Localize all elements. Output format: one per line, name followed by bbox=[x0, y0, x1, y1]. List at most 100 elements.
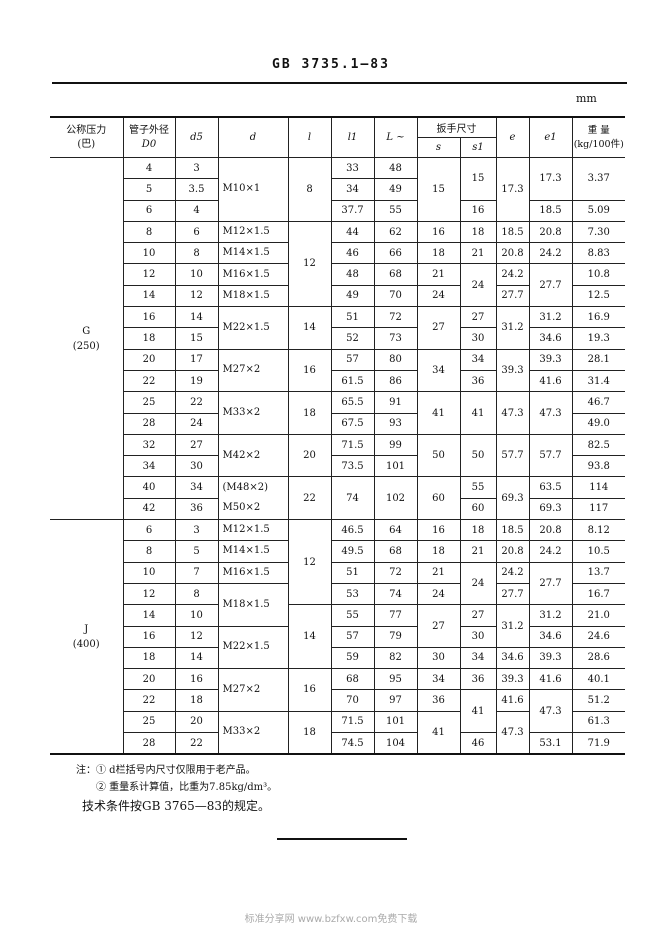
header-s1-label: s1 bbox=[472, 142, 484, 153]
cell-d: M18×1.5 bbox=[217, 582, 289, 627]
cell-d5: 8 bbox=[174, 242, 219, 265]
cell-s: 18 bbox=[416, 242, 461, 265]
cell-weight: 13.7 bbox=[571, 561, 625, 584]
header-e: e bbox=[495, 116, 530, 158]
cell-L: 101 bbox=[373, 455, 418, 478]
cell-e: 24.2 bbox=[495, 561, 530, 584]
cell-weight: 93.8 bbox=[571, 455, 625, 478]
pressure-class-cell: G (250) bbox=[50, 156, 124, 520]
cell-d5: 34 bbox=[174, 476, 219, 499]
cell-d5: 14 bbox=[174, 306, 219, 329]
cell-s: 36 bbox=[416, 689, 461, 712]
header-e1: e1 bbox=[528, 116, 573, 158]
cell-D0: 14 bbox=[123, 604, 176, 627]
cell-L: 77 bbox=[373, 604, 418, 627]
header-e1-label: e1 bbox=[544, 132, 557, 143]
cell-d5: 17 bbox=[174, 348, 219, 371]
header-weight: 重 量 (kg/100件) bbox=[571, 116, 625, 158]
cell-s: 34 bbox=[416, 668, 461, 691]
note-2: ② 重量系计算值，比重为7.85kg/dm³。 bbox=[96, 782, 278, 793]
cell-e: 34.6 bbox=[495, 646, 530, 670]
header-d-label: d bbox=[249, 132, 257, 143]
header-e-label: e bbox=[509, 132, 516, 143]
cell-L: 82 bbox=[373, 646, 418, 670]
cell-L: 55 bbox=[373, 199, 418, 222]
cell-weight: 24.6 bbox=[571, 625, 625, 648]
cell-e1: 39.3 bbox=[528, 348, 573, 371]
table-row: 16 12 M22×1.5 57 79 30 34.6 24.6 bbox=[50, 625, 625, 670]
cell-e: 69.3 bbox=[495, 476, 530, 521]
cell-s1: 24 bbox=[459, 263, 497, 308]
cell-d: (M48×2) M50×2 bbox=[217, 476, 289, 521]
cell-l: 22 bbox=[287, 476, 332, 521]
end-rule bbox=[277, 838, 407, 840]
cell-l: 20 bbox=[287, 433, 332, 478]
cell-s1: 30 bbox=[459, 625, 497, 648]
cell-weight: 114 bbox=[571, 476, 625, 499]
cell-L: 79 bbox=[373, 625, 418, 648]
cell-L: 80 bbox=[373, 348, 418, 371]
cell-s1: 15 bbox=[459, 157, 497, 201]
cell-d5: 12 bbox=[174, 625, 219, 648]
cell-d: M16×1.5 bbox=[217, 263, 289, 286]
cell-weight: 7.30 bbox=[571, 220, 625, 244]
cell-D0: 12 bbox=[123, 263, 176, 286]
header-d5-label: d5 bbox=[190, 132, 203, 143]
cell-weight: 28.6 bbox=[571, 646, 625, 670]
table-row: 18 15 52 73 30 34.6 19.3 bbox=[50, 327, 625, 350]
notes: 注：① d栏括号内尺寸仅限用于老产品。 ② 重量系计算值，比重为7.85kg/d… bbox=[76, 762, 277, 796]
cell-weight: 46.7 bbox=[571, 391, 625, 414]
cell-D0: 10 bbox=[123, 561, 176, 584]
cell-e1: 63.5 bbox=[528, 476, 573, 499]
cell-l: 18 bbox=[287, 391, 332, 435]
cell-L: 48 bbox=[373, 156, 418, 180]
standard-number: GB 3735.1—83 bbox=[272, 57, 390, 72]
cell-D0: 40 bbox=[123, 476, 176, 499]
cell-s1: 34 bbox=[459, 646, 497, 670]
cell-l1: 52 bbox=[330, 327, 375, 350]
table-row: 20 17 M27×2 16 57 80 34 34 39.3 39.3 28.1 bbox=[50, 348, 625, 393]
cell-D0: 6 bbox=[123, 199, 176, 222]
cell-l1: 71.5 bbox=[330, 433, 375, 457]
cell-weight: 31.4 bbox=[571, 369, 625, 393]
cell-s1: 27 bbox=[459, 604, 497, 627]
cell-e1: 18.5 bbox=[528, 199, 573, 222]
cell-d5: 22 bbox=[174, 391, 219, 414]
header-wrench-size: 扳手尺寸 bbox=[416, 116, 497, 138]
cell-L: 95 bbox=[373, 668, 418, 691]
technical-conditions: 技术条件按GB 3765—83的规定。 bbox=[82, 799, 271, 813]
cell-d5: 6 bbox=[174, 220, 219, 244]
cell-s1: 18 bbox=[459, 519, 497, 542]
cell-d: M27×2 bbox=[217, 348, 289, 393]
cell-D0: 25 bbox=[123, 710, 176, 734]
cell-l1: 49.5 bbox=[330, 540, 375, 563]
cell-l1: 55 bbox=[330, 604, 375, 627]
cell-e: 20.8 bbox=[495, 242, 530, 265]
watermark: 标准分享网 www.bzfxw.com免费下载 bbox=[244, 914, 418, 925]
cell-e: 47.3 bbox=[495, 710, 530, 755]
cell-s: 50 bbox=[416, 433, 461, 478]
cell-l1: 51 bbox=[330, 306, 375, 329]
cell-d5: 24 bbox=[174, 412, 219, 435]
cell-L: 101 bbox=[373, 710, 418, 734]
cell-L: 64 bbox=[373, 519, 418, 542]
cell-D0: 10 bbox=[123, 242, 176, 265]
table-row: 22 18 70 97 36 41 41.6 47.3 51.2 bbox=[50, 689, 625, 734]
table-row: 16 14 M22×1.5 14 51 72 27 27 31.2 31.2 16.9 bbox=[50, 306, 625, 350]
cell-s1: 36 bbox=[459, 369, 497, 393]
header-D0: D0 bbox=[141, 138, 157, 150]
cell-e: 31.2 bbox=[495, 604, 530, 648]
cell-weight: 8.12 bbox=[571, 519, 625, 542]
cell-d5: 16 bbox=[174, 668, 219, 691]
cell-s1: 27 bbox=[459, 306, 497, 329]
cell-L: 99 bbox=[373, 433, 418, 457]
cell-weight: 117 bbox=[571, 497, 625, 521]
cell-weight: 51.2 bbox=[571, 689, 625, 712]
table-row: 12 8 M18×1.5 53 74 24 27.7 16.7 bbox=[50, 582, 625, 627]
cell-l1: 73.5 bbox=[330, 455, 375, 478]
cell-L: 97 bbox=[373, 689, 418, 712]
cell-D0: 14 bbox=[123, 284, 176, 308]
cell-d5: 3.5 bbox=[174, 178, 219, 201]
cell-s: 16 bbox=[416, 220, 461, 244]
cell-s1: 34 bbox=[459, 348, 497, 371]
